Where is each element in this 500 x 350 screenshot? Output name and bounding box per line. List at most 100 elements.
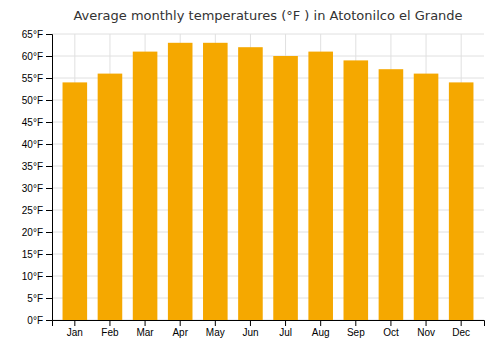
title: Average monthly temperatures (°F ) in At… bbox=[73, 8, 462, 23]
x-tick-label: Oct bbox=[383, 327, 399, 338]
y-tick: 0°F bbox=[27, 315, 52, 326]
x-tick: Dec bbox=[452, 320, 470, 338]
x-axis: Jan Feb Mar Apr May Jun Jul Aug Sep Oct Nov Dec bbox=[53, 320, 485, 338]
y-tick: 45°F bbox=[22, 117, 52, 128]
y-tick: 35°F bbox=[22, 161, 52, 172]
tick-mark bbox=[46, 34, 52, 35]
y-tick: 15°F bbox=[22, 249, 52, 260]
bar bbox=[203, 43, 228, 320]
x-tick: Feb bbox=[101, 320, 119, 338]
y-tick-label: 55°F bbox=[22, 73, 43, 84]
tick-mark bbox=[46, 188, 52, 189]
bar bbox=[98, 74, 123, 320]
grid bbox=[52, 34, 484, 320]
x-tick: Mar bbox=[136, 320, 154, 338]
tick-mark bbox=[46, 210, 52, 211]
plot: Jan Feb Mar Apr May Jun Jul Aug Sep Oct Nov Dec 0°F 5… bbox=[22, 29, 485, 338]
tick-mark bbox=[215, 320, 216, 326]
bar bbox=[379, 69, 404, 320]
bar bbox=[168, 43, 193, 320]
x-tick: Nov bbox=[417, 320, 435, 338]
x-tick-label: Aug bbox=[312, 327, 330, 338]
tick-mark bbox=[46, 254, 52, 255]
tick-mark bbox=[46, 232, 52, 233]
y-tick-label: 25°F bbox=[22, 205, 43, 216]
bar bbox=[414, 74, 439, 320]
chart-container: Jan Feb Mar Apr May Jun Jul Aug Sep Oct Nov Dec 0°F 5… bbox=[0, 0, 500, 350]
x-tick-label: May bbox=[206, 327, 225, 338]
y-tick: 60°F bbox=[22, 51, 52, 62]
y-tick-label: 50°F bbox=[22, 95, 43, 106]
tick-mark bbox=[426, 320, 427, 326]
bars bbox=[63, 43, 474, 320]
tick-mark bbox=[180, 320, 181, 326]
x-tick-label: Jul bbox=[279, 327, 292, 338]
y-tick-label: 60°F bbox=[22, 51, 43, 62]
y-tick: 55°F bbox=[22, 73, 52, 84]
tick-mark bbox=[250, 320, 251, 326]
y-tick: 30°F bbox=[22, 183, 52, 194]
bar bbox=[238, 47, 263, 320]
y-tick: 65°F bbox=[22, 29, 52, 40]
y-tick: 20°F bbox=[22, 227, 52, 238]
axis-line bbox=[46, 35, 53, 321]
bar bbox=[449, 82, 474, 320]
x-tick: Apr bbox=[172, 320, 188, 338]
bar bbox=[273, 56, 298, 320]
y-tick: 5°F bbox=[27, 293, 52, 304]
x-tick: Oct bbox=[383, 320, 399, 338]
x-tick-label: Dec bbox=[452, 327, 470, 338]
tick-mark bbox=[145, 320, 146, 326]
tick-mark bbox=[46, 144, 52, 145]
y-tick-label: 0°F bbox=[27, 315, 43, 326]
tick-mark bbox=[46, 100, 52, 101]
x-tick: Jun bbox=[242, 320, 258, 338]
y-tick: 50°F bbox=[22, 95, 52, 106]
tick-mark bbox=[46, 320, 52, 321]
y-tick-label: 45°F bbox=[22, 117, 43, 128]
x-tick-label: Jan bbox=[67, 327, 83, 338]
y-axis: 0°F 5°F 10°F 15°F 20°F 25°F 30°F 35°F 40°F 45°F 50… bbox=[22, 29, 53, 326]
x-tick-label: Nov bbox=[417, 327, 435, 338]
y-tick-label: 10°F bbox=[22, 271, 43, 282]
y-tick-label: 30°F bbox=[22, 183, 43, 194]
x-tick-label: Feb bbox=[101, 327, 119, 338]
tick-mark bbox=[46, 56, 52, 57]
bar bbox=[308, 52, 333, 320]
x-tick-label: Apr bbox=[172, 327, 188, 338]
x-tick: Aug bbox=[312, 320, 330, 338]
x-tick-label: Jun bbox=[242, 327, 258, 338]
y-tick-label: 5°F bbox=[27, 293, 43, 304]
tick-mark bbox=[320, 320, 321, 326]
y-tick-label: 15°F bbox=[22, 249, 43, 260]
tick-mark bbox=[46, 122, 52, 123]
tick-mark bbox=[285, 320, 286, 326]
x-tick: May bbox=[206, 320, 225, 338]
y-tick-label: 40°F bbox=[22, 139, 43, 150]
bar bbox=[63, 82, 88, 320]
x-tick-label: Sep bbox=[347, 327, 365, 338]
axis-line bbox=[53, 321, 485, 327]
grid-line bbox=[52, 56, 484, 57]
x-tick: Jul bbox=[279, 320, 292, 338]
tick-mark bbox=[390, 320, 391, 326]
x-tick-label: Mar bbox=[136, 327, 154, 338]
y-tick: 25°F bbox=[22, 205, 52, 216]
y-tick: 10°F bbox=[22, 271, 52, 282]
tick-mark bbox=[109, 320, 110, 326]
chart-svg: Jan Feb Mar Apr May Jun Jul Aug Sep Oct Nov Dec 0°F 5… bbox=[0, 0, 500, 350]
tick-mark bbox=[46, 78, 52, 79]
grid-line bbox=[52, 34, 484, 35]
y-tick-label: 65°F bbox=[22, 29, 43, 40]
y-tick: 40°F bbox=[22, 139, 52, 150]
tick-mark bbox=[74, 320, 75, 326]
y-tick-label: 35°F bbox=[22, 161, 43, 172]
tick-mark bbox=[46, 298, 52, 299]
bar bbox=[344, 60, 369, 320]
x-tick: Sep bbox=[347, 320, 365, 338]
tick-mark bbox=[46, 166, 52, 167]
tick-mark bbox=[461, 320, 462, 326]
tick-mark bbox=[46, 276, 52, 277]
bar bbox=[133, 52, 158, 320]
tick-mark bbox=[355, 320, 356, 326]
